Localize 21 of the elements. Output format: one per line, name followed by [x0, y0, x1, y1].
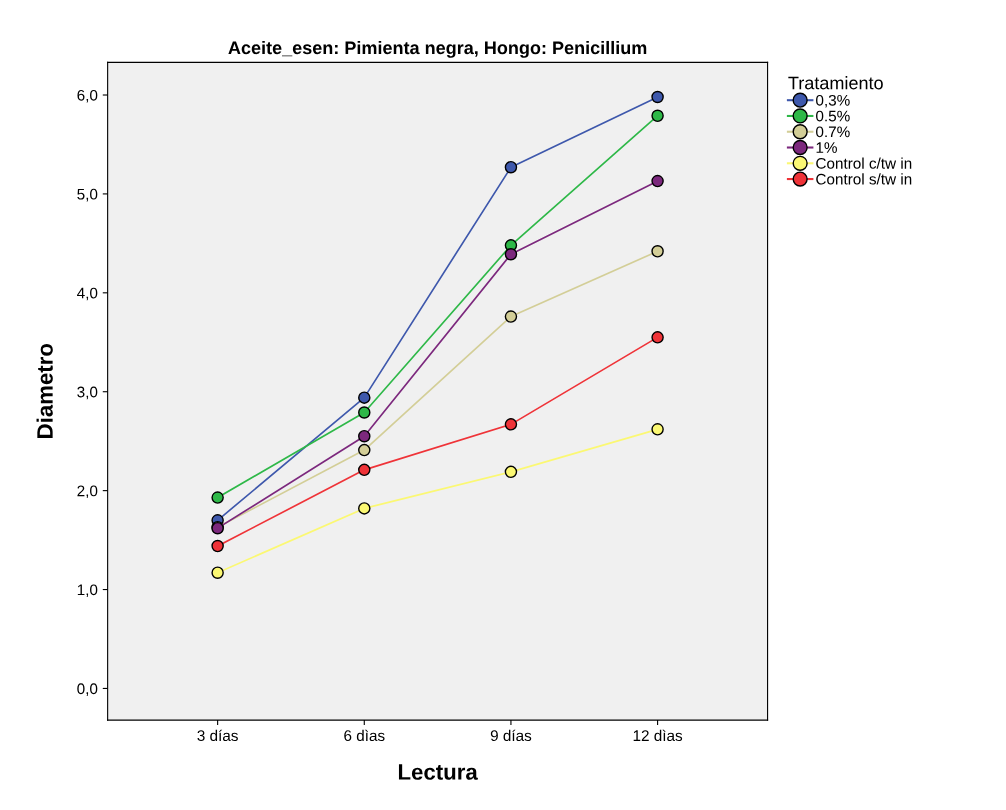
x-axis-title: Lectura: [398, 764, 478, 780]
legend-label: 0.5%: [816, 110, 850, 122]
legend-label: 1%: [816, 142, 837, 153]
x-tick-label: 9 días: [490, 729, 532, 742]
y-tick-label: 1,0: [77, 584, 98, 598]
legend-title: Tratamiento: [788, 76, 883, 90]
legend-label: Control c/tw in: [816, 157, 912, 169]
y-tick-label: 5,0: [77, 188, 98, 202]
legend-label: Control s/tw in: [816, 173, 912, 185]
x-tick-label: 12 dìas: [633, 729, 683, 742]
y-tick-label: 3,0: [77, 386, 98, 400]
legend-label: 0.7%: [816, 126, 850, 138]
y-tick-label: 6,0: [77, 89, 98, 103]
y-tick-label: 0,0: [77, 683, 98, 696]
chart-title: Aceite_esen: Pimienta negra, Hongo: Penicillium: [228, 40, 647, 58]
y-axis-title: Diametro: [36, 343, 53, 438]
y-tick-label: 4,0: [77, 287, 98, 301]
y-tick-label: 2,0: [77, 485, 98, 499]
x-tick-label: 3 días: [197, 729, 238, 742]
x-tick-label: 6 dìas: [344, 729, 385, 742]
legend-label: 0,3%: [816, 94, 850, 108]
